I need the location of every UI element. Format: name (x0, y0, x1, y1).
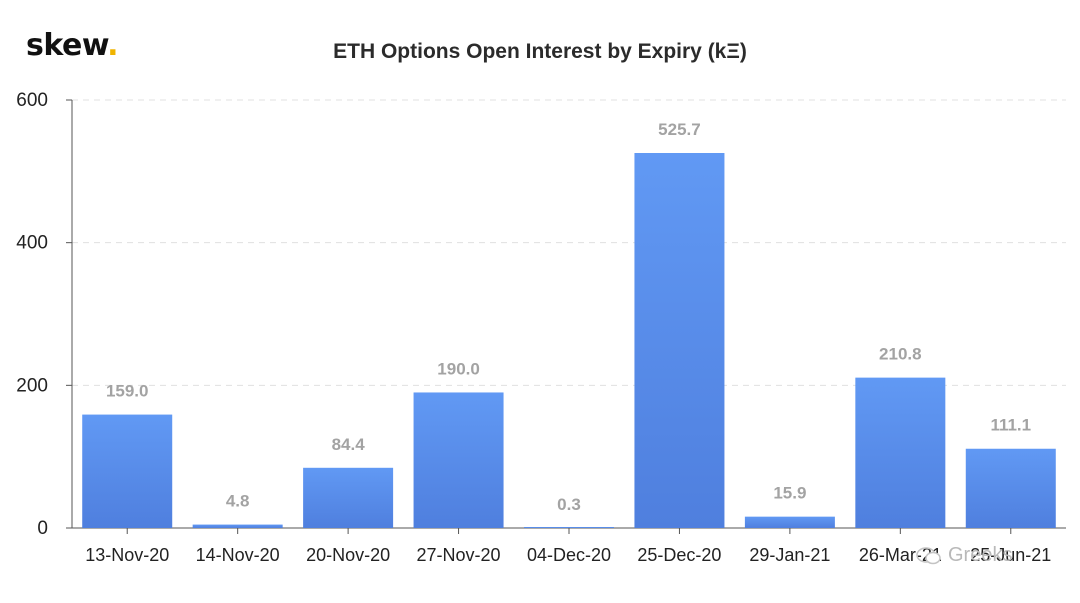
skew-logo: skew. (26, 28, 119, 63)
data-label: 525.7 (658, 120, 701, 139)
logo-dot: . (107, 28, 119, 63)
logo-text: skew (26, 28, 108, 63)
x-tick-label: 25-Jun-21 (970, 545, 1051, 565)
y-tick-label: 200 (16, 375, 48, 396)
tick-labels: 0 200 400 600 13-Nov-20 14-Nov-20 20-Nov-20 27-… (16, 90, 1051, 565)
watermark-text: Greeks (948, 544, 1013, 566)
y-tick-label: 0 (37, 518, 48, 539)
x-tick-label: 27-Nov-20 (417, 545, 501, 565)
bar (634, 153, 725, 528)
bar (413, 392, 504, 528)
x-tick-label: 20-Nov-20 (306, 545, 390, 565)
bars (82, 153, 1056, 528)
x-tick-label: 29-Jan-21 (749, 545, 830, 565)
x-tick-label: 14-Nov-20 (196, 545, 280, 565)
x-tick-label: 25-Dec-20 (637, 545, 721, 565)
data-label: 190.0 (437, 359, 480, 378)
data-label: 84.4 (332, 435, 366, 454)
data-label: 159.0 (106, 382, 149, 401)
bar (303, 467, 394, 528)
gridlines (72, 99, 1066, 386)
data-label: 4.8 (226, 492, 250, 511)
bar (524, 527, 614, 528)
data-label: 210.8 (879, 345, 922, 364)
bar (82, 414, 173, 528)
data-label: 15.9 (773, 484, 806, 503)
bar (855, 377, 946, 528)
y-tick-label: 400 (16, 233, 48, 254)
bar (965, 448, 1056, 528)
x-tick-label: 04-Dec-20 (527, 545, 611, 565)
bar (192, 524, 283, 528)
x-tick-label: 13-Nov-20 (85, 545, 169, 565)
bar (744, 516, 835, 528)
data-label: 0.3 (557, 495, 581, 514)
watermark: Greeks (916, 544, 1012, 567)
chart-title: ETH Options Open Interest by Expiry (kΞ) (333, 40, 747, 63)
y-tick-label: 600 (16, 90, 48, 111)
data-labels: 159.0 4.8 84.4 190.0 0.3 525.7 15.9 210.8 111.1 (106, 120, 1031, 514)
chat-bubble-icon (916, 546, 941, 564)
data-label: 111.1 (990, 416, 1031, 435)
